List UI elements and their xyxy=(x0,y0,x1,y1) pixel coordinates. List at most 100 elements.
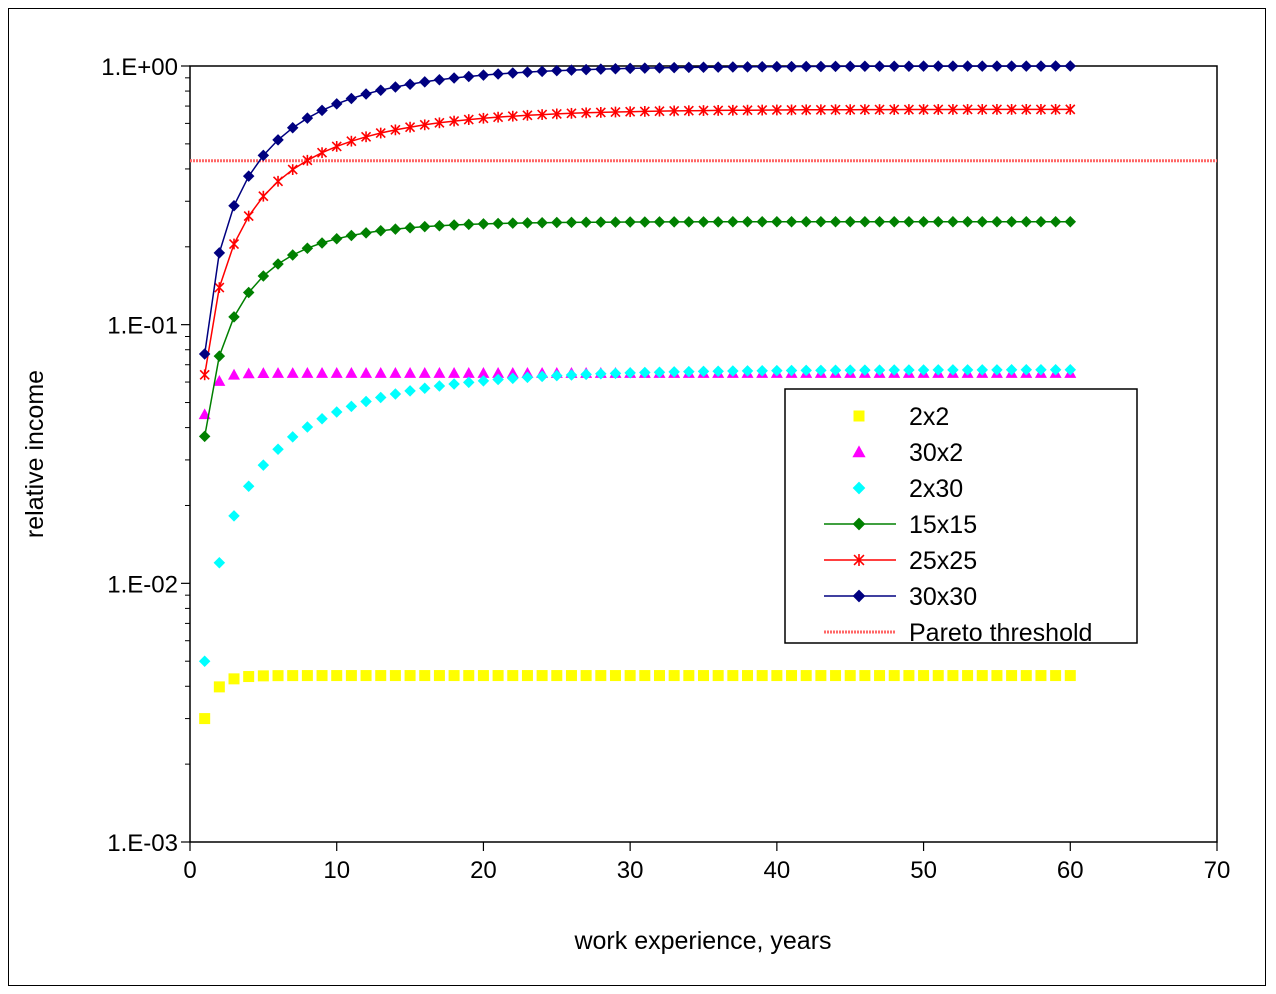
data-point xyxy=(1006,104,1017,115)
data-point xyxy=(272,443,284,456)
data-point xyxy=(580,670,592,682)
data-point xyxy=(257,670,269,682)
data-point xyxy=(610,106,621,118)
data-point xyxy=(800,216,812,228)
data-point xyxy=(947,670,959,682)
x-tick-label: 50 xyxy=(910,857,937,884)
data-point xyxy=(331,670,343,682)
data-point xyxy=(830,670,842,682)
data-point xyxy=(815,104,826,116)
data-point xyxy=(917,60,930,72)
data-point xyxy=(785,364,798,377)
data-point xyxy=(977,104,988,115)
data-point xyxy=(786,670,798,682)
data-point xyxy=(492,670,504,682)
data-point xyxy=(257,149,270,162)
data-point xyxy=(345,400,358,413)
data-point xyxy=(976,215,989,228)
data-point xyxy=(712,216,724,228)
data-point xyxy=(756,364,768,377)
data-point xyxy=(242,480,255,492)
data-point xyxy=(433,74,446,86)
data-point xyxy=(316,237,328,249)
data-point xyxy=(258,190,269,202)
data-point xyxy=(595,216,607,228)
data-point xyxy=(1064,60,1077,72)
data-point xyxy=(932,60,944,72)
data-point xyxy=(947,60,959,72)
data-point xyxy=(1020,60,1033,72)
data-point xyxy=(669,105,680,117)
data-point xyxy=(727,365,739,377)
data-point xyxy=(375,127,386,139)
data-point xyxy=(683,365,695,378)
data-point xyxy=(199,713,211,725)
data-point xyxy=(346,135,357,147)
data-point xyxy=(301,112,314,124)
data-point xyxy=(697,61,710,74)
data-point xyxy=(859,364,871,376)
data-point xyxy=(874,670,886,682)
data-point xyxy=(507,217,519,229)
data-point xyxy=(565,369,578,381)
data-point xyxy=(932,364,944,376)
data-point xyxy=(374,367,387,378)
x-axis-label: work experience, years xyxy=(573,927,831,955)
data-point xyxy=(301,367,314,378)
data-point xyxy=(551,64,563,77)
data-point xyxy=(698,670,709,682)
data-point xyxy=(903,364,915,376)
data-point xyxy=(991,60,1003,72)
data-point xyxy=(1049,60,1062,72)
data-point xyxy=(712,670,724,682)
data-point xyxy=(1035,670,1047,682)
data-point xyxy=(243,671,255,683)
data-point xyxy=(800,60,812,73)
data-point xyxy=(213,350,226,362)
data-point xyxy=(389,367,402,378)
data-point xyxy=(213,247,226,259)
data-point xyxy=(404,385,416,397)
data-point xyxy=(947,215,959,228)
data-point xyxy=(976,60,989,72)
data-point xyxy=(713,105,724,116)
data-point xyxy=(873,364,886,376)
y-tick-label: 1.E-02 xyxy=(107,571,178,598)
data-point xyxy=(1020,670,1032,682)
data-point xyxy=(536,670,548,682)
legend-label: Pareto threshold xyxy=(909,619,1092,647)
data-point xyxy=(330,367,343,378)
data-point xyxy=(448,219,460,231)
data-point xyxy=(286,367,299,378)
data-point xyxy=(213,681,225,693)
data-point xyxy=(228,199,240,212)
data-point xyxy=(624,367,636,379)
series-25x25 xyxy=(199,103,1076,381)
data-point xyxy=(1035,364,1047,376)
data-point xyxy=(242,367,255,379)
data-point xyxy=(537,109,548,120)
data-point xyxy=(653,670,665,682)
data-point xyxy=(389,388,402,400)
y-tick-label: 1.E-01 xyxy=(107,313,178,340)
data-point xyxy=(418,382,431,395)
data-point xyxy=(741,365,754,377)
data-point xyxy=(565,670,577,682)
data-point xyxy=(331,141,342,152)
data-point xyxy=(962,104,973,115)
legend-label: 30x2 xyxy=(909,439,963,467)
data-point xyxy=(521,371,534,384)
data-point xyxy=(286,122,299,134)
data-point xyxy=(889,104,900,115)
legend: 2x2 30x2 2x30 15x15 25x25 30x30 Pareto thresho… xyxy=(784,388,1138,647)
data-point xyxy=(198,430,211,443)
data-point xyxy=(198,348,211,360)
data-point xyxy=(433,670,445,682)
data-point xyxy=(419,670,431,682)
data-point xyxy=(727,216,739,228)
data-point xyxy=(448,367,461,378)
data-point xyxy=(565,64,578,76)
data-point xyxy=(815,216,827,228)
data-point xyxy=(286,249,299,261)
data-point xyxy=(785,60,798,73)
